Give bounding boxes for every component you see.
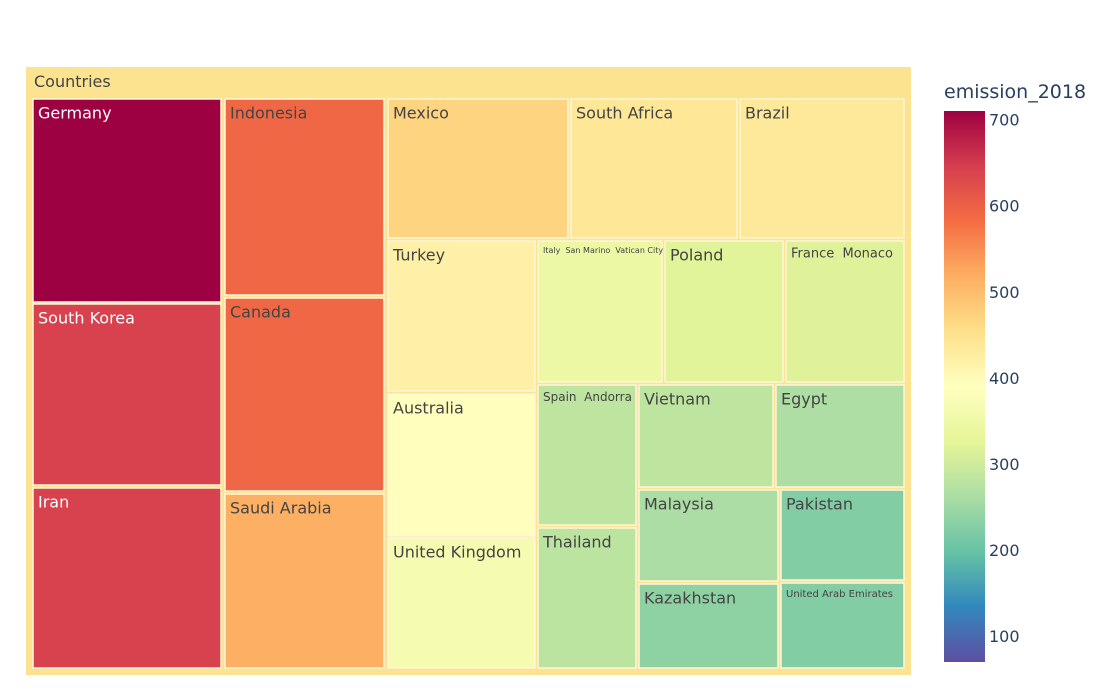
treemap-tile-label: Spain Andorra: [543, 390, 632, 404]
treemap-tile[interactable]: Thailand: [537, 527, 637, 669]
treemap-tile[interactable]: France Monaco: [785, 240, 905, 383]
treemap-tile-rect[interactable]: [780, 489, 905, 581]
treemap-tile-rect[interactable]: [570, 98, 738, 239]
treemap-tile[interactable]: Australia: [387, 393, 536, 537]
treemap-tile-rect[interactable]: [387, 240, 536, 392]
treemap-tile-rect[interactable]: [387, 393, 536, 537]
treemap-tile[interactable]: Kazakhstan: [638, 583, 779, 669]
treemap-tile-rect[interactable]: [775, 384, 905, 488]
treemap-tile-label: Saudi Arabia: [230, 498, 332, 517]
treemap-root-label: Countries: [34, 72, 111, 91]
treemap-tile-label: South Korea: [38, 308, 135, 327]
treemap-tile[interactable]: Italy San Marino Vatican City: [537, 240, 663, 383]
treemap-tile-rect[interactable]: [387, 98, 569, 239]
treemap-plot-area: Countries Germany South Korea Iran Indonesi…: [26, 67, 911, 675]
treemap-tile-label: Iran: [38, 492, 69, 511]
treemap-tile-rect[interactable]: [638, 583, 779, 669]
treemap-tile-rect[interactable]: [785, 240, 905, 383]
colorbar-tick-label: 600: [989, 197, 1020, 216]
treemap-tile-rect[interactable]: [537, 384, 637, 526]
treemap-tile-label: Australia: [393, 398, 464, 417]
treemap-tile-rect[interactable]: [32, 98, 222, 303]
treemap-tile-label: Egypt: [781, 389, 827, 408]
treemap-tile-label: Indonesia: [230, 103, 307, 122]
colorbar-tick-label: 200: [989, 541, 1020, 560]
treemap-tile-rect[interactable]: [224, 297, 385, 492]
treemap-tile[interactable]: Canada: [224, 297, 385, 492]
treemap-tiles: Germany South Korea Iran Indonesia Canada Sau…: [32, 98, 905, 669]
treemap-tile-label: France Monaco: [791, 247, 893, 262]
treemap-tile-rect[interactable]: [32, 487, 222, 669]
colorbar-tick-label: 500: [989, 283, 1020, 302]
treemap-tile-label: Kazakhstan: [644, 588, 736, 607]
treemap-tile-rect[interactable]: [537, 240, 663, 383]
colorbar-ticks: 100 200 300 400 500 600 700: [989, 111, 1020, 647]
treemap-tile[interactable]: Brazil: [739, 98, 905, 239]
treemap-tile-label: Poland: [670, 245, 723, 264]
treemap-tile-rect[interactable]: [739, 98, 905, 239]
colorbar-tick-label: 700: [989, 111, 1020, 130]
colorbar-tick-label: 300: [989, 455, 1020, 474]
treemap-tile[interactable]: Iran: [32, 487, 222, 669]
treemap-tile-label: Mexico: [393, 103, 449, 122]
colorbar-tick-label: 400: [989, 369, 1020, 388]
treemap-tile-rect[interactable]: [780, 582, 905, 669]
treemap-tile[interactable]: Vietnam: [638, 384, 774, 488]
treemap-tile[interactable]: Egypt: [775, 384, 905, 488]
treemap-tile-label: Brazil: [745, 103, 790, 122]
treemap-tile-label: Germany: [38, 103, 112, 122]
treemap-tile[interactable]: United Kingdom: [387, 537, 536, 669]
treemap-tile[interactable]: South Korea: [32, 303, 222, 486]
treemap-tile-label: Vietnam: [644, 389, 711, 408]
treemap-tile[interactable]: South Africa: [570, 98, 738, 239]
treemap-tile-label: Malaysia: [644, 494, 714, 513]
treemap-tile[interactable]: Spain Andorra: [537, 384, 637, 526]
treemap-tile-rect[interactable]: [387, 537, 536, 669]
colorbar-tick-label: 100: [989, 627, 1020, 646]
treemap-tile-rect[interactable]: [32, 303, 222, 486]
treemap-tile-label: Canada: [230, 302, 291, 321]
treemap-tile-label: Turkey: [392, 245, 445, 264]
treemap-tile[interactable]: Poland: [664, 240, 784, 383]
treemap-tile-label: South Africa: [576, 103, 673, 122]
treemap-tile-rect[interactable]: [224, 98, 385, 296]
colorbar: emission_2018 100 200 300 400 500 600 700: [944, 81, 1086, 662]
treemap-tile[interactable]: United Arab Emirates: [780, 582, 905, 669]
treemap-tile-rect[interactable]: [638, 489, 779, 582]
treemap-tile-label: Thailand: [542, 532, 612, 551]
treemap-tile[interactable]: Mexico: [387, 98, 569, 239]
treemap-tile-rect[interactable]: [537, 527, 637, 669]
treemap-tile-label: Italy San Marino Vatican City: [543, 246, 663, 255]
treemap-tile[interactable]: Saudi Arabia: [224, 493, 385, 669]
colorbar-gradient: [944, 111, 985, 662]
treemap-tile-label: United Arab Emirates: [786, 589, 893, 600]
colorbar-title: emission_2018: [944, 81, 1086, 103]
treemap-tile[interactable]: Malaysia: [638, 489, 779, 582]
treemap-tile-label: Pakistan: [786, 494, 853, 513]
treemap-tile-rect[interactable]: [224, 493, 385, 669]
treemap-tile[interactable]: Turkey: [387, 240, 536, 392]
treemap-tile[interactable]: Pakistan: [780, 489, 905, 581]
treemap-tile[interactable]: Germany: [32, 98, 222, 303]
treemap-tile-label: United Kingdom: [393, 542, 521, 561]
treemap-tile[interactable]: Indonesia: [224, 98, 385, 296]
treemap-tile-rect[interactable]: [638, 384, 774, 488]
treemap-tile-rect[interactable]: [664, 240, 784, 383]
